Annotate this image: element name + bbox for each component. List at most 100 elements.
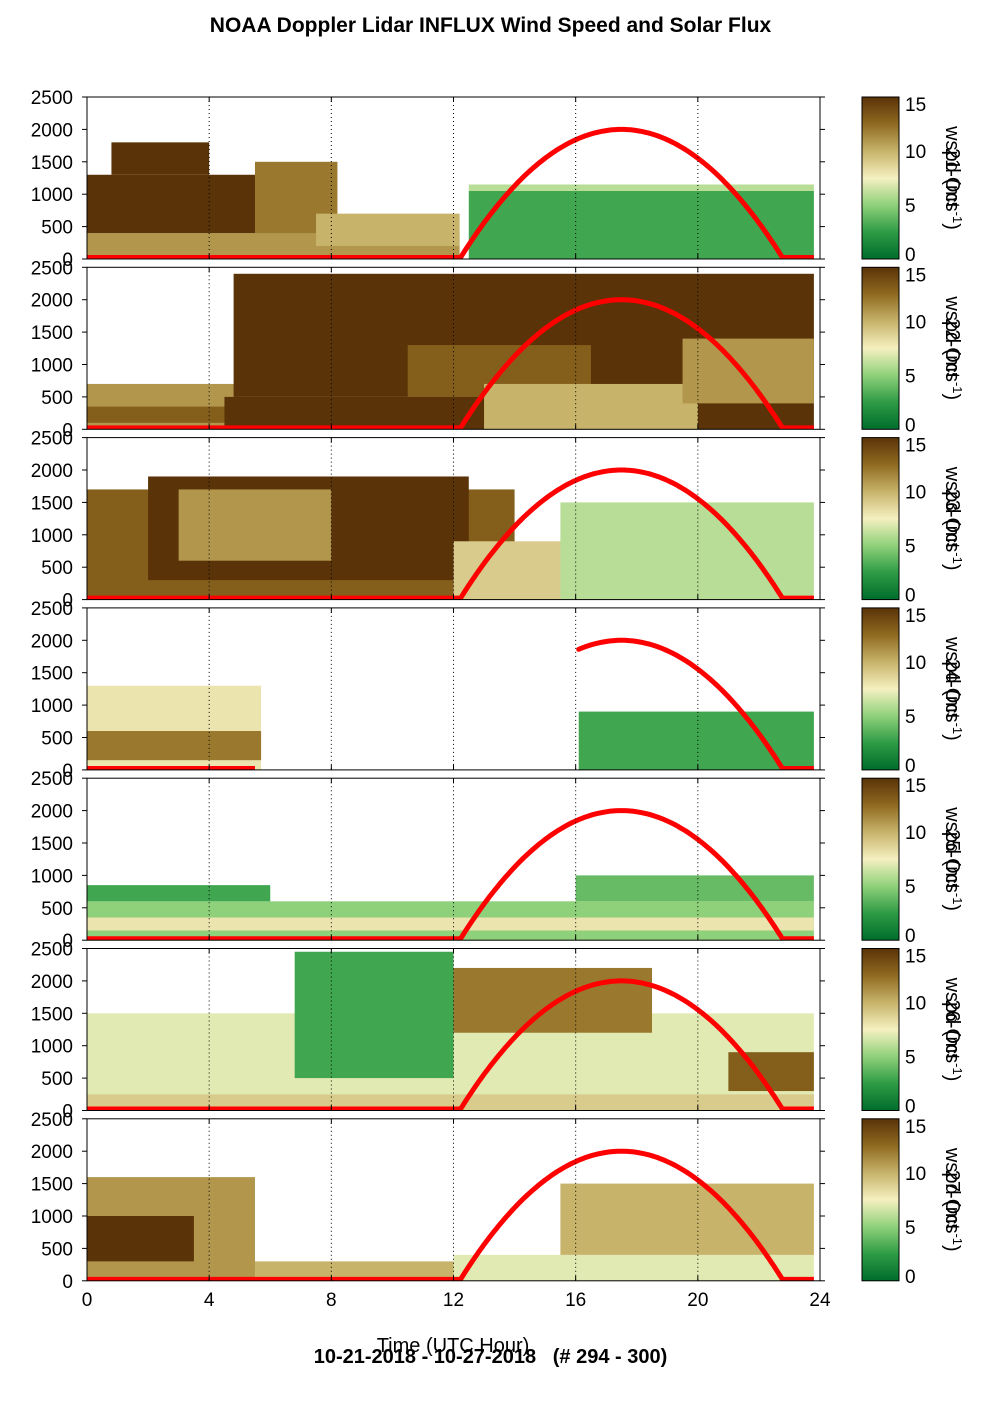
panel-date-label: 26-Oct bbox=[941, 999, 963, 1059]
y-tick-label: 0 bbox=[62, 250, 73, 271]
y-tick-label: 0 bbox=[62, 931, 73, 952]
colorbar bbox=[861, 96, 900, 260]
x-tick-label: 12 bbox=[443, 1290, 464, 1311]
y-tick-label: 1000 bbox=[31, 1207, 73, 1228]
colorbar-tick-label: 5 bbox=[905, 707, 916, 728]
heatmap-cell bbox=[468, 184, 814, 191]
x-tick-label: 16 bbox=[565, 1290, 586, 1311]
colorbar-tick-label: 15 bbox=[905, 265, 926, 286]
y-tick-label: 2500 bbox=[31, 769, 73, 790]
colorbar-tick-label: 15 bbox=[905, 95, 926, 116]
colorbar-label: wspd (ms-1) bbox=[941, 466, 966, 571]
colorbar-tick-label: 10 bbox=[905, 823, 926, 844]
y-tick-label: 1000 bbox=[31, 866, 73, 887]
y-tick-label: 1500 bbox=[31, 664, 73, 685]
x-tick-label: 4 bbox=[204, 1290, 215, 1311]
panel-date-label: 24-Oct bbox=[941, 659, 963, 719]
y-tick-label: 2500 bbox=[31, 940, 73, 961]
y-tick-label: 2500 bbox=[31, 88, 73, 109]
y-tick-label: 500 bbox=[41, 388, 73, 409]
colorbar bbox=[861, 777, 900, 941]
heatmap-cell bbox=[111, 142, 210, 175]
heatmap-cell bbox=[453, 1254, 814, 1281]
y-tick-label: 0 bbox=[62, 420, 73, 441]
y-tick-label: 1000 bbox=[31, 1037, 73, 1058]
y-tick-label: 1000 bbox=[31, 185, 73, 206]
solar-flux-curve bbox=[457, 126, 786, 259]
y-tick-label: 0 bbox=[62, 1102, 73, 1123]
y-tick-label: 2000 bbox=[31, 802, 73, 823]
colorbar-tick-label: 0 bbox=[905, 1097, 916, 1118]
panel-date-label: 22-Oct bbox=[941, 318, 963, 378]
y-tick-label: 2000 bbox=[31, 120, 73, 141]
solar-flux-curve bbox=[457, 297, 786, 430]
colorbar-tick-label: 15 bbox=[905, 436, 926, 457]
x-tick-label: 20 bbox=[687, 1290, 708, 1311]
heatmap-cell bbox=[560, 1183, 814, 1255]
x-tick-label: 0 bbox=[82, 1290, 93, 1311]
colorbar-tick-label: 10 bbox=[905, 1164, 926, 1185]
colorbar bbox=[861, 1118, 900, 1282]
heatmap-cell bbox=[87, 406, 240, 423]
heatmap-cell bbox=[316, 213, 460, 247]
heatmap-cell bbox=[178, 489, 332, 561]
colorbar-label: wspd (ms-1) bbox=[941, 1147, 966, 1252]
colorbar-tick-label: 15 bbox=[905, 606, 926, 627]
heatmap-cell bbox=[294, 951, 454, 1079]
heatmap-cell bbox=[728, 1052, 814, 1092]
x-tick-label: 8 bbox=[326, 1290, 337, 1311]
y-tick-label: 500 bbox=[41, 558, 73, 579]
y-tick-label: 2000 bbox=[31, 972, 73, 993]
y-tick-label: 1000 bbox=[31, 696, 73, 717]
colorbar-tick-label: 5 bbox=[905, 537, 916, 558]
colorbar-label: wspd (ms-1) bbox=[941, 806, 966, 911]
colorbar-tick-label: 15 bbox=[905, 776, 926, 797]
y-tick-label: 500 bbox=[41, 1239, 73, 1260]
panel-date-label: 21-Oct bbox=[941, 148, 963, 208]
colorbar-tick-label: 0 bbox=[905, 1267, 916, 1288]
y-tick-label: 2500 bbox=[31, 429, 73, 450]
colorbar bbox=[861, 948, 900, 1111]
colorbar-tick-label: 15 bbox=[905, 1117, 926, 1138]
heatmap-cell bbox=[575, 875, 814, 902]
colorbar-tick-label: 10 bbox=[905, 142, 926, 163]
heatmap-cell bbox=[87, 885, 271, 902]
x-tick-label: 24 bbox=[809, 1290, 831, 1311]
x-axis-label: Time (UTC Hour) bbox=[377, 1335, 530, 1357]
colorbar-tick-label: 0 bbox=[905, 926, 916, 947]
colorbar-tick-label: 0 bbox=[905, 415, 916, 436]
heatmap-cell bbox=[87, 1216, 194, 1262]
y-tick-label: 1500 bbox=[31, 1004, 73, 1025]
solar-flux-curve bbox=[457, 808, 786, 941]
solar-flux-curve bbox=[457, 978, 786, 1111]
y-tick-label: 2000 bbox=[31, 291, 73, 312]
heatmap-cell bbox=[682, 338, 814, 404]
y-tick-label: 500 bbox=[41, 1069, 73, 1090]
y-tick-label: 500 bbox=[41, 218, 73, 239]
heatmap-cell bbox=[87, 731, 262, 761]
colorbar-tick-label: 5 bbox=[905, 196, 916, 217]
heatmap-cell bbox=[254, 1261, 454, 1281]
colorbar-tick-label: 10 bbox=[905, 653, 926, 674]
colorbar-tick-label: 10 bbox=[905, 312, 926, 333]
colorbar-tick-label: 15 bbox=[905, 947, 926, 968]
panel-date-label: 23-Oct bbox=[941, 489, 963, 549]
colorbar-tick-label: 10 bbox=[905, 994, 926, 1015]
y-tick-label: 2500 bbox=[31, 1110, 73, 1131]
colorbar-tick-label: 5 bbox=[905, 877, 916, 898]
y-tick-label: 500 bbox=[41, 899, 73, 920]
panel-date-label: 27-Oct bbox=[941, 1170, 963, 1230]
solar-flux-curve bbox=[457, 467, 786, 600]
y-tick-label: 0 bbox=[62, 761, 73, 782]
colorbar-tick-label: 5 bbox=[905, 366, 916, 387]
colorbar-tick-label: 5 bbox=[905, 1048, 916, 1069]
x-axis: Time (UTC Hour) bbox=[377, 1335, 530, 1357]
colorbar bbox=[861, 437, 900, 601]
chart-title: NOAA Doppler Lidar INFLUX Wind Speed and… bbox=[209, 14, 772, 37]
